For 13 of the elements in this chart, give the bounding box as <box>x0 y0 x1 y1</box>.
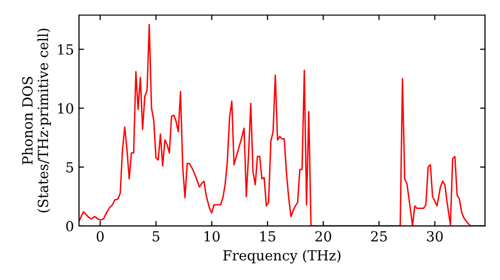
y-tick-label: 10 <box>58 103 74 114</box>
x-tick-label: 30 <box>427 231 443 242</box>
x-tick-label: 20 <box>315 231 332 242</box>
x-tick-label: 5 <box>152 231 160 242</box>
y-tick-label: 0 <box>66 220 74 232</box>
x-tick-label: 10 <box>204 231 220 242</box>
y-tick-label: 15 <box>58 44 74 55</box>
x-tick-label: 25 <box>371 231 387 242</box>
y-tick-label: 5 <box>66 162 74 173</box>
x-tick-label: 0 <box>96 231 104 242</box>
y-axis-title: Phonon DOS (States/THz·primitive cell) <box>22 28 51 212</box>
x-axis-title: Frequency (THz) <box>223 250 340 264</box>
x-tick-label: 15 <box>260 231 276 242</box>
